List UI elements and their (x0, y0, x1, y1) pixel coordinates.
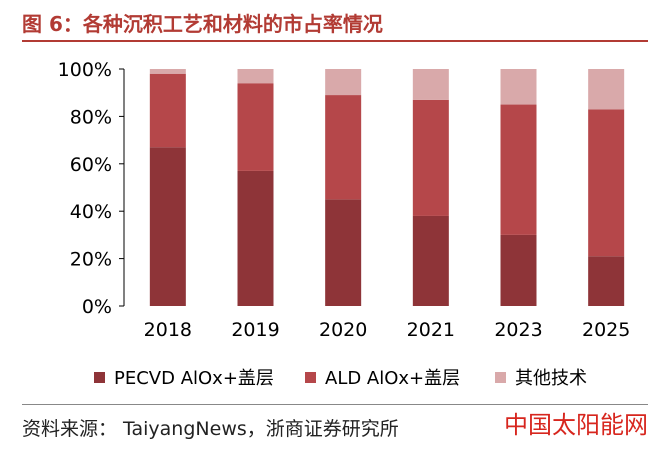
y-tick-label: 60% (70, 154, 112, 176)
y-tick-label: 100% (58, 59, 112, 81)
bar-segment-2020-s0 (325, 199, 362, 306)
x-tick-label: 2019 (231, 319, 279, 341)
y-axis: 0% 20% 40% 60% 80% 100% (58, 59, 125, 318)
legend-swatch (495, 372, 506, 383)
title-divider (22, 40, 648, 42)
bar-segment-2025-s2 (588, 69, 625, 110)
x-tick-label: 2023 (494, 319, 542, 341)
bar-segment-2021-s1 (412, 99, 449, 216)
watermark: 中国太阳能网 (504, 411, 648, 439)
source-divider (22, 404, 648, 405)
legend-label: ALD AlOx+盖层 (325, 368, 460, 389)
legend-swatch (305, 372, 316, 383)
bar-segment-2023-s0 (500, 234, 537, 306)
bar-segment-2019-s0 (237, 170, 274, 306)
x-tick-label: 2020 (319, 319, 367, 341)
y-tick-label: 80% (70, 106, 112, 128)
x-tick-label: 2021 (407, 319, 455, 341)
legend-label: 其他技术 (515, 368, 587, 389)
legend-label: PECVD AlOx+盖层 (114, 368, 274, 389)
bar-segment-2018-s0 (149, 147, 186, 306)
x-axis: 2018 2019 2020 2021 2023 2025 (144, 319, 631, 341)
bar-segment-2021-s2 (412, 69, 449, 100)
bar-segment-2019-s2 (237, 69, 274, 84)
bar-segment-2020-s2 (325, 69, 362, 96)
x-tick-label: 2018 (144, 319, 192, 341)
bar-series-group (149, 69, 625, 306)
bar-segment-2023-s2 (500, 69, 537, 105)
stacked-bar-chart: 0%20%40%60%80%100% 2018 2019 2020 2021 2023 2… (58, 59, 631, 389)
bar-segment-2023-s1 (500, 104, 537, 235)
legend: PECVD AlOx+盖层 ALD AlOx+盖层 其他技术 (94, 368, 587, 389)
y-tick-label: 40% (70, 201, 112, 223)
bar-segment-2021-s0 (412, 215, 449, 306)
figure-title: 图 6：各种沉积工艺和材料的市占率情况 (22, 12, 383, 36)
bar-segment-2025-s1 (588, 109, 625, 257)
bar-segment-2025-s0 (588, 256, 625, 306)
bar-segment-2018-s1 (149, 73, 186, 148)
legend-swatch (94, 372, 105, 383)
bar-segment-2019-s1 (237, 83, 274, 171)
x-tick-label: 2025 (582, 319, 630, 341)
y-tick-label: 0% (82, 296, 112, 318)
y-tick-label: 20% (70, 249, 112, 271)
bar-segment-2020-s1 (325, 95, 362, 200)
bar-segment-2018-s2 (149, 69, 186, 74)
source-note: 资料来源： TaiyangNews，浙商证券研究所 (22, 418, 399, 440)
